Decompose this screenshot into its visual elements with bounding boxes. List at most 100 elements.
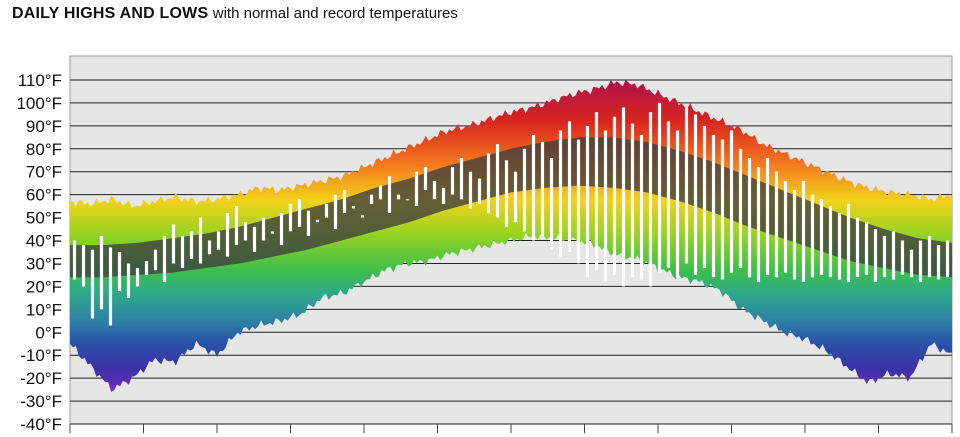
- daily-bar: [639, 135, 644, 280]
- daily-bar: [315, 219, 320, 223]
- daily-bar: [549, 158, 554, 250]
- daily-bar: [225, 213, 230, 257]
- y-tick-label: 0°F: [35, 323, 62, 342]
- daily-bar: [198, 217, 203, 264]
- y-tick-label: -30°F: [20, 392, 62, 411]
- daily-bar: [702, 125, 707, 269]
- daily-bar: [801, 180, 806, 282]
- daily-bar: [873, 229, 878, 282]
- y-tick-label: -40°F: [20, 415, 62, 434]
- daily-bar: [414, 171, 419, 207]
- daily-bar: [882, 235, 887, 278]
- daily-bar: [504, 160, 509, 227]
- daily-bar: [162, 235, 167, 282]
- daily-bar: [135, 268, 140, 287]
- chart-title: DAILY HIGHS AND LOWS with normal and rec…: [12, 5, 458, 23]
- y-tick-label: 40°F: [26, 232, 62, 251]
- daily-bar: [900, 240, 905, 275]
- daily-bar: [288, 203, 293, 232]
- daily-bar: [765, 158, 770, 275]
- y-tick-label: 90°F: [26, 117, 62, 136]
- daily-bar: [279, 213, 284, 246]
- daily-bar: [783, 180, 788, 273]
- y-axis-tick-labels: -40°F -30°F -20°F -10°F 0°F 10°F 20°F 30°F 40°F 5…: [16, 71, 62, 434]
- daily-bar: [531, 135, 536, 241]
- daily-bar: [261, 217, 266, 241]
- daily-bar: [513, 171, 518, 223]
- y-tick-label: -20°F: [20, 369, 62, 388]
- daily-bar: [324, 203, 329, 218]
- daily-bar: [351, 206, 356, 209]
- y-tick-label: 20°F: [26, 277, 62, 296]
- daily-bar: [459, 158, 464, 200]
- daily-bar: [180, 235, 185, 268]
- daily-bar: [684, 107, 689, 264]
- daily-bar: [243, 222, 248, 241]
- daily-bar: [468, 171, 473, 209]
- y-tick-label: 60°F: [26, 186, 62, 205]
- daily-bar: [567, 121, 572, 252]
- daily-bar: [729, 130, 734, 273]
- daily-bar: [90, 249, 95, 319]
- chart-title-subtitle: with normal and record temperatures: [212, 5, 458, 22]
- daily-bar: [477, 178, 482, 204]
- daily-bar: [81, 245, 86, 287]
- daily-bar: [270, 231, 275, 234]
- daily-bar: [306, 210, 311, 236]
- chart-title-main: DAILY HIGHS AND LOWS: [12, 5, 209, 22]
- y-tick-label: 70°F: [26, 163, 62, 182]
- daily-bar: [819, 199, 824, 275]
- daily-bar: [657, 102, 662, 273]
- daily-high-low-bars: [72, 102, 950, 326]
- daily-bar: [486, 153, 491, 213]
- daily-bar: [891, 231, 896, 280]
- x-axis-ticks: [69, 424, 953, 433]
- daily-bar: [405, 199, 410, 201]
- daily-bar: [666, 121, 671, 269]
- y-tick-label: 80°F: [26, 140, 62, 159]
- y-tick-label: 30°F: [26, 254, 62, 273]
- daily-bar: [252, 226, 257, 252]
- daily-bar: [855, 217, 860, 278]
- daily-bar: [171, 224, 176, 264]
- daily-bar: [495, 144, 500, 218]
- daily-bar: [297, 199, 302, 227]
- daily-bar: [522, 148, 527, 232]
- daily-bar: [612, 116, 617, 275]
- daily-bar: [648, 112, 653, 287]
- daily-bar: [810, 194, 815, 278]
- daily-bar: [756, 167, 761, 282]
- daily-bar: [936, 245, 941, 280]
- daily-bar: [99, 235, 104, 310]
- daily-bar: [558, 130, 563, 257]
- daily-bar: [450, 167, 455, 195]
- daily-bar: [387, 176, 392, 213]
- daily-bar: [774, 171, 779, 278]
- y-tick-label: 50°F: [26, 209, 62, 228]
- daily-bar: [909, 249, 914, 278]
- daily-bar: [945, 240, 950, 278]
- daily-bar: [360, 215, 365, 218]
- daily-bar: [720, 139, 725, 280]
- daily-bar: [72, 240, 77, 280]
- daily-bar: [693, 114, 698, 275]
- daily-bar: [918, 240, 923, 282]
- daily-bar: [333, 194, 338, 230]
- daily-bar: [837, 213, 842, 280]
- daily-bar: [378, 185, 383, 200]
- daily-bar: [576, 139, 581, 264]
- daily-bar: [864, 222, 869, 275]
- daily-bar: [126, 263, 131, 298]
- daily-bar: [711, 135, 716, 278]
- daily-bar: [423, 167, 428, 190]
- daily-bar: [675, 130, 680, 278]
- daily-bar: [585, 125, 590, 278]
- daily-bar: [117, 252, 122, 291]
- plot-area: [70, 79, 952, 393]
- daily-bar: [189, 231, 194, 259]
- y-tick-label: 100°F: [16, 94, 62, 113]
- daily-bar: [216, 231, 221, 250]
- daily-bar: [621, 107, 626, 287]
- daily-bar: [630, 123, 635, 278]
